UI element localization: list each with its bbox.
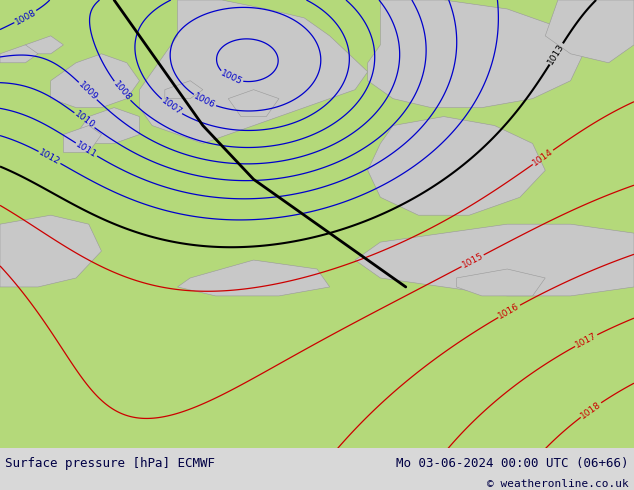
Text: 1011: 1011 [74,140,98,159]
Polygon shape [368,117,545,215]
Text: 1006: 1006 [192,92,217,110]
Text: 1005: 1005 [219,69,243,87]
Polygon shape [165,81,203,98]
Polygon shape [51,54,139,108]
Text: 1008: 1008 [111,79,133,103]
Text: 1018: 1018 [579,399,603,420]
Polygon shape [545,0,634,63]
Polygon shape [228,90,279,117]
Polygon shape [0,215,101,287]
Polygon shape [139,0,368,144]
Polygon shape [368,0,583,108]
Polygon shape [355,224,634,296]
Text: 1016: 1016 [497,302,521,321]
Text: © weatheronline.co.uk: © weatheronline.co.uk [487,479,629,489]
Text: 1015: 1015 [460,251,485,270]
Text: Surface pressure [hPa] ECMWF: Surface pressure [hPa] ECMWF [5,457,215,469]
Polygon shape [25,36,63,54]
Text: 1014: 1014 [531,147,555,168]
Text: 1017: 1017 [574,331,598,350]
Text: 1009: 1009 [76,80,99,102]
Polygon shape [178,260,330,296]
Polygon shape [456,269,545,296]
Text: 1008: 1008 [13,7,37,26]
Polygon shape [76,108,139,144]
Text: 1010: 1010 [72,110,96,131]
Polygon shape [63,125,101,152]
Polygon shape [0,45,38,63]
Text: 1012: 1012 [37,148,61,167]
Text: Mo 03-06-2024 00:00 UTC (06+66): Mo 03-06-2024 00:00 UTC (06+66) [396,457,629,469]
Text: 1013: 1013 [547,42,566,66]
Text: 1007: 1007 [160,97,183,117]
